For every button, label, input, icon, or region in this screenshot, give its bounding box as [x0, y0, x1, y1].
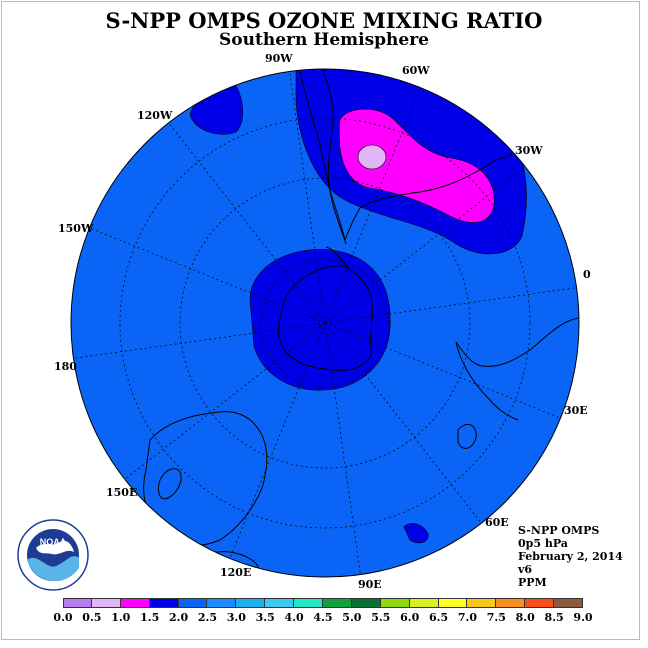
lon-label-150e: 150E: [106, 486, 138, 499]
low-ozone-patch-polar: [249, 249, 391, 391]
coastlines: [143, 69, 579, 577]
meridian-line: [324, 322, 561, 419]
colorbar-cell: [178, 598, 208, 608]
noaa-logo-text: NOAA: [40, 537, 67, 547]
colorbar-cell: [323, 598, 352, 608]
colorbar-tick-label: 1.0: [111, 611, 131, 624]
low-ozone-patch-60e: [403, 523, 429, 544]
colorbar-cell: [149, 598, 179, 608]
colorbar-tick-label: 2.0: [168, 611, 189, 624]
map-outline: [70, 68, 580, 578]
meridian-line: [229, 322, 326, 559]
info-instrument: S-NPP OMPS: [518, 524, 600, 537]
colorbar-tick-label: 2.5: [197, 611, 218, 624]
colorbar-tick-label: 4.5: [313, 611, 333, 624]
meridian-line: [124, 322, 326, 480]
colorbar-cell: [63, 598, 92, 608]
colorbar-tick-label: 3.5: [255, 611, 275, 624]
colorbar-tick-label: 5.5: [371, 611, 391, 624]
info-units: PPM: [518, 576, 547, 589]
antarctica-coastline: [278, 265, 373, 371]
colorbar-cell: [207, 598, 237, 608]
colorbar-tick-label: 0.0: [53, 611, 73, 624]
colorbar-cell: [351, 598, 381, 608]
colorbar-cell: [120, 598, 150, 608]
peak-ozone-patch: [357, 144, 387, 170]
colorbar-tick-label: 8.0: [515, 611, 535, 624]
info-date: February 2, 2014: [518, 550, 623, 563]
map-title: S-NPP OMPS OZONE MIXING RATIO: [105, 8, 543, 33]
meridian-line: [324, 87, 421, 324]
colorbar-tick-label: 6.5: [428, 611, 449, 624]
high-ozone-patch: [338, 108, 495, 223]
colorbar-tick-label: 3.0: [226, 611, 246, 624]
colorbar-cell: [236, 598, 266, 608]
meridian-line: [89, 227, 326, 324]
colorbar-tick-label: 9.0: [573, 611, 593, 624]
colorbar-tick-label: 7.0: [457, 611, 478, 624]
colorbar-cell: [467, 598, 497, 608]
lon-label-150w: 150W: [58, 222, 94, 235]
meridian-lines: [73, 71, 577, 575]
colorbar-tick-label: 7.5: [486, 611, 506, 624]
south-america-coastline: [299, 69, 529, 245]
lon-label-60w: 60W: [402, 64, 430, 77]
colorbar-cell: [294, 598, 323, 608]
colorbar-cell: [91, 598, 121, 608]
colorbar-cell: [525, 598, 555, 608]
map-subtitle: Southern Hemisphere: [219, 30, 429, 50]
colorbar-cell: [265, 598, 295, 608]
lon-label-180: 180: [54, 360, 77, 373]
meridian-line: [324, 287, 577, 324]
info-version: v6: [518, 563, 533, 576]
antarctic-peninsula: [325, 246, 349, 269]
colorbar-tick-label: 4.0: [284, 611, 304, 624]
lon-label-90w: 90W: [265, 52, 293, 65]
colorbar-tick-label: 5.0: [342, 611, 362, 624]
colorbar-tick-label: 6.0: [400, 611, 420, 624]
meridian-line: [73, 322, 326, 359]
info-box: S-NPP OMPS 0p5 hPa February 2, 2014 v6 P…: [518, 524, 623, 589]
meridian-line: [324, 322, 361, 575]
lon-label-120w: 120W: [137, 109, 173, 122]
colorbar-cell: [409, 598, 439, 608]
graticule: [119, 117, 531, 529]
meridian-line: [289, 71, 326, 324]
colorbar-tick-label: 8.5: [544, 611, 564, 624]
info-level: 0p5 hPa: [518, 537, 568, 550]
madagascar-coastline: [457, 423, 477, 449]
lon-label-120e: 120E: [220, 566, 252, 579]
colorbar-cell: [380, 598, 410, 608]
colorbar-cell: [496, 598, 526, 608]
colorbar-border: [63, 598, 583, 608]
lon-label-30w: 30W: [515, 144, 543, 157]
new-zealand-coastline: [157, 468, 182, 500]
lon-label-90e: 90E: [358, 578, 382, 591]
colorbar-tick-label: 0.5: [82, 611, 102, 624]
lon-label-60e: 60E: [485, 516, 509, 529]
meridian-line: [324, 322, 482, 524]
africa-coastline: [455, 317, 579, 421]
meridian-line: [324, 166, 526, 324]
meridian-line: [168, 122, 326, 324]
noaa-logo: NOAA: [17, 519, 89, 591]
colorbar-tick-label: 1.5: [140, 611, 160, 624]
lon-label-0: 0: [583, 268, 591, 281]
lon-label-30e: 30E: [564, 404, 588, 417]
plot-frame: [1, 1, 640, 640]
colorbar-cell: [438, 598, 468, 608]
